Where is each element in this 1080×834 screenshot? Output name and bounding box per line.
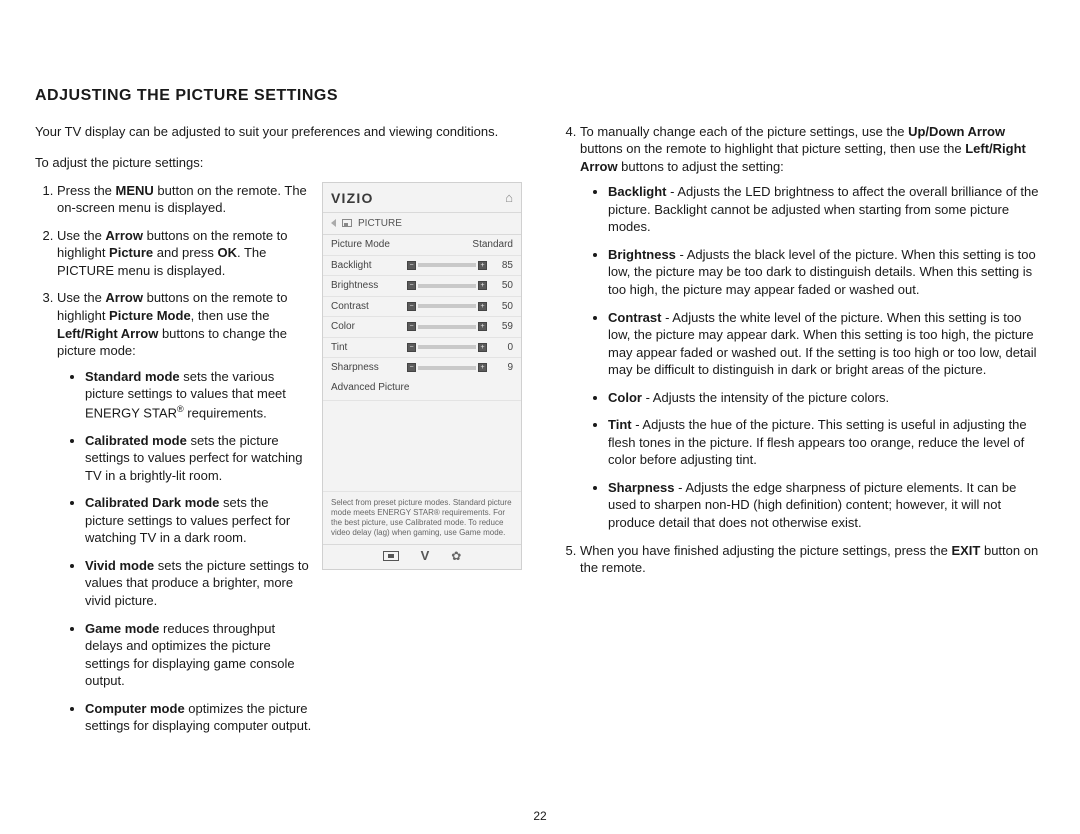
modes-list: Standard mode sets the various picture s… [57, 368, 313, 735]
slider-label: Color [331, 320, 403, 334]
adjust-tint: Tint - Adjusts the hue of the picture. T… [608, 416, 1041, 469]
adjust-contrast: Contrast - Adjusts the white level of th… [608, 309, 1041, 379]
widget-help-text: Select from preset picture modes. Standa… [323, 491, 521, 544]
slider-value: 0 [491, 341, 513, 355]
slider-track [418, 284, 476, 288]
slider-label: Tint [331, 341, 403, 355]
plus-icon: + [478, 281, 487, 290]
picture-mode-label: Picture Mode [331, 238, 403, 252]
slider-row: Color−+59 [323, 317, 521, 338]
picture-mode-value: Standard [403, 238, 513, 252]
column-left: Your TV display can be adjusted to suit … [35, 123, 522, 745]
adjust-sharpness: Sharpness - Adjusts the edge sharpness o… [608, 479, 1041, 532]
slider-control: −+ [407, 363, 487, 372]
picture-icon [342, 219, 352, 227]
step-5: When you have finished adjusting the pic… [580, 542, 1045, 577]
slider-track [418, 325, 476, 329]
step-2: Use the Arrow buttons on the remote to h… [57, 227, 317, 280]
home-icon: ⌂ [505, 189, 513, 207]
menu-title: PICTURE [358, 217, 402, 231]
slider-value: 9 [491, 361, 513, 375]
minus-icon: − [407, 343, 416, 352]
widget-footer: V ✿ [323, 544, 521, 569]
adjustments-list: Backlight - Adjusts the LED brightness t… [580, 183, 1041, 531]
slider-label: Sharpness [331, 361, 403, 375]
slider-track [418, 345, 476, 349]
minus-icon: − [407, 281, 416, 290]
adjust-brightness: Brightness - Adjusts the black level of … [608, 246, 1041, 299]
mode-standard: Standard mode sets the various picture s… [85, 368, 313, 422]
brand-logo: VIZIO [331, 189, 374, 208]
adjust-backlight: Backlight - Adjusts the LED brightness t… [608, 183, 1041, 236]
mode-computer: Computer mode optimizes the picture sett… [85, 700, 313, 735]
slider-value: 50 [491, 279, 513, 293]
plus-icon: + [478, 261, 487, 270]
minus-icon: − [407, 261, 416, 270]
plus-icon: + [478, 343, 487, 352]
aspect-icon [383, 551, 399, 561]
page-heading: ADJUSTING THE PICTURE SETTINGS [35, 85, 1045, 107]
slider-row: Tint−+0 [323, 338, 521, 359]
subintro-text: To adjust the picture settings: [35, 154, 522, 172]
slider-value: 50 [491, 300, 513, 314]
minus-icon: − [407, 302, 416, 311]
slider-track [418, 263, 476, 267]
mode-vivid: Vivid mode sets the picture settings to … [85, 557, 313, 610]
slider-row: Sharpness−+9 [323, 358, 521, 378]
slider-value: 85 [491, 259, 513, 273]
slider-control: −+ [407, 281, 487, 290]
minus-icon: − [407, 363, 416, 372]
plus-icon: + [478, 302, 487, 311]
mode-calibrated: Calibrated mode sets the picture setting… [85, 432, 313, 485]
slider-control: −+ [407, 343, 487, 352]
slider-label: Contrast [331, 300, 403, 314]
slider-value: 59 [491, 320, 513, 334]
steps-list-right: To manually change each of the picture s… [558, 123, 1045, 577]
gear-icon: ✿ [451, 551, 461, 561]
column-right: To manually change each of the picture s… [558, 123, 1045, 745]
plus-icon: + [478, 322, 487, 331]
slider-row: Backlight−+85 [323, 256, 521, 277]
picture-mode-row: Picture Mode Standard [323, 235, 521, 256]
advanced-row: Advanced Picture [323, 378, 521, 402]
slider-row: Brightness−+50 [323, 276, 521, 297]
reg-mark: ® [177, 404, 184, 414]
slider-track [418, 366, 476, 370]
step-3: Use the Arrow buttons on the remote to h… [57, 289, 317, 734]
slider-control: −+ [407, 261, 487, 270]
widget-subheader: PICTURE [323, 213, 521, 236]
widget-header: VIZIO ⌂ [323, 183, 521, 213]
step-4: To manually change each of the picture s… [580, 123, 1045, 532]
slider-label: Backlight [331, 259, 403, 273]
adjust-color: Color - Adjusts the intensity of the pic… [608, 389, 1041, 407]
slider-row: Contrast−+50 [323, 297, 521, 318]
slider-control: −+ [407, 322, 487, 331]
page-number: 22 [0, 808, 1080, 824]
mode-game: Game mode reduces throughput delays and … [85, 620, 313, 690]
intro-text: Your TV display can be adjusted to suit … [35, 123, 522, 141]
picture-menu-widget: VIZIO ⌂ PICTURE Picture Mode Standard Ba… [322, 182, 522, 570]
slider-control: −+ [407, 302, 487, 311]
vizio-v-icon: V [421, 551, 430, 561]
minus-icon: − [407, 322, 416, 331]
step-1: Press the MENU button on the remote. The… [57, 182, 317, 217]
content-columns: Your TV display can be adjusted to suit … [35, 123, 1045, 745]
plus-icon: + [478, 363, 487, 372]
back-icon [331, 219, 336, 227]
slider-track [418, 304, 476, 308]
mode-calibrated-dark: Calibrated Dark mode sets the picture se… [85, 494, 313, 547]
slider-label: Brightness [331, 279, 403, 293]
